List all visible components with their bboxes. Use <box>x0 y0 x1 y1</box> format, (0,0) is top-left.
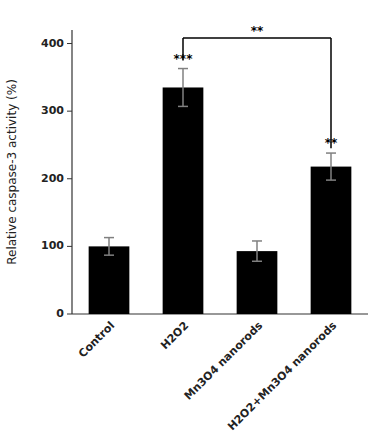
y-tick <box>67 178 72 179</box>
x-tick-label: H2O2+Mn3O4 nanorods <box>225 319 339 433</box>
x-tick-label: Control <box>76 319 117 360</box>
error-bar <box>178 69 188 107</box>
y-tick <box>67 314 72 315</box>
bar <box>311 167 352 314</box>
error-bar <box>104 238 114 256</box>
y-tick-label: 400 <box>41 37 64 50</box>
y-tick <box>67 111 72 112</box>
chart: 0 100 200 300 400 Relative caspase-3 activity… <box>0 0 384 442</box>
y-tick <box>67 43 72 44</box>
bar <box>237 251 278 314</box>
chart-container: 0 100 200 300 400 Relative caspase-3 activity… <box>0 0 384 442</box>
plot-area <box>89 69 352 314</box>
y-tick-label: 0 <box>56 307 64 320</box>
bracket-right <box>330 38 332 148</box>
bracket-left <box>182 38 184 60</box>
y-tick-label: 300 <box>41 104 64 117</box>
y-axis-label: Relative caspase-3 activity (%) <box>5 79 19 265</box>
bar <box>163 87 204 314</box>
error-bar <box>252 241 262 261</box>
x-tick-label: Mn3O4 nanorods <box>182 319 266 403</box>
significance-bracket: ** <box>183 24 331 148</box>
error-bar <box>326 153 336 180</box>
x-tick-label: H2O2 <box>158 319 191 352</box>
bar <box>89 246 130 314</box>
y-axis-line <box>71 30 72 314</box>
y-axis: 0 100 200 300 400 <box>41 37 72 320</box>
y-tick-label: 100 <box>41 239 64 252</box>
y-tick <box>67 246 72 247</box>
bracket-label: ** <box>251 24 264 38</box>
y-tick-label: 200 <box>41 172 64 185</box>
